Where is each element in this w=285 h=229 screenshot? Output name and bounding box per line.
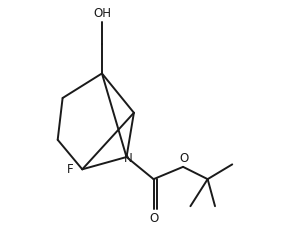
- Text: F: F: [67, 162, 74, 175]
- Text: O: O: [180, 151, 189, 164]
- Text: OH: OH: [93, 7, 111, 20]
- Text: N: N: [123, 151, 132, 164]
- Text: O: O: [149, 211, 158, 224]
